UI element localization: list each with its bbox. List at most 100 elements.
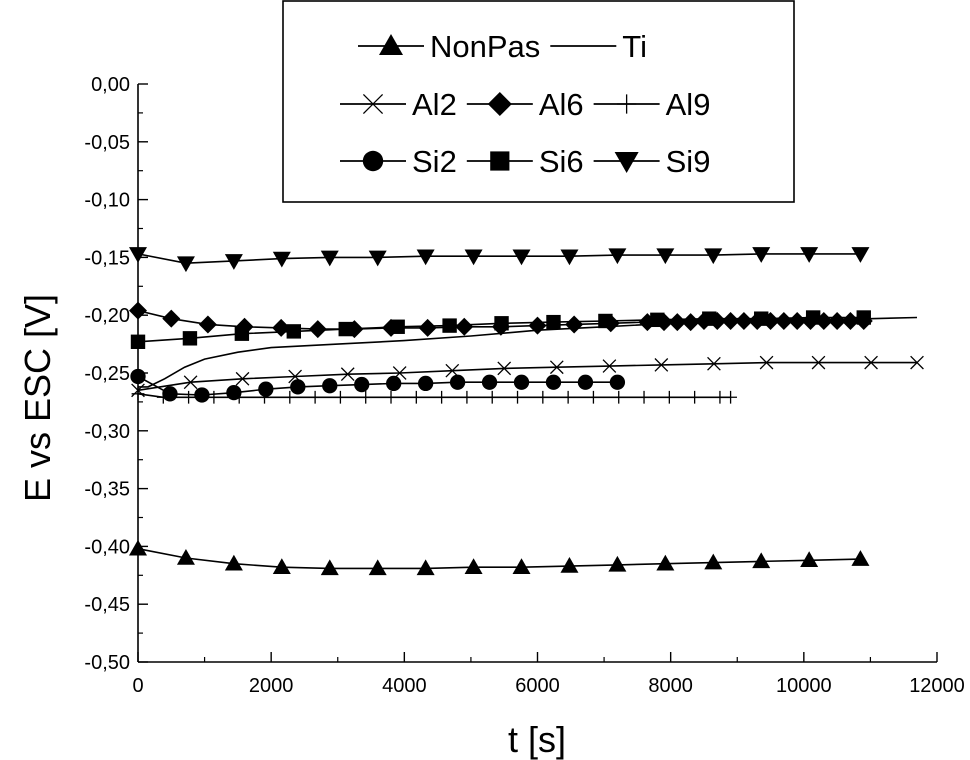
data-point-al9 bbox=[283, 390, 297, 404]
y-tick-label: 0,00 bbox=[91, 74, 130, 96]
data-point-nonpas bbox=[752, 552, 771, 569]
data-point-al6 bbox=[565, 315, 584, 334]
legend-item-al2: Al2 bbox=[340, 87, 457, 122]
data-point-al6 bbox=[308, 320, 327, 339]
data-point-al2 bbox=[910, 355, 924, 370]
x-tick-label: 8000 bbox=[648, 675, 693, 697]
legend-item-al6: Al6 bbox=[466, 87, 584, 122]
data-point-al9 bbox=[587, 390, 600, 404]
series-line-si9 bbox=[137, 253, 861, 265]
data-point-al6 bbox=[129, 301, 147, 320]
data-point-si9 bbox=[176, 256, 195, 273]
series-al9 bbox=[131, 387, 737, 404]
legend-label-al9: Al9 bbox=[666, 87, 711, 122]
data-point-al6 bbox=[418, 318, 437, 337]
legend-item-si9: Si9 bbox=[593, 144, 711, 179]
series-si2 bbox=[130, 368, 626, 403]
data-point-nonpas bbox=[416, 559, 435, 576]
data-point-nonpas bbox=[272, 558, 291, 574]
data-point-si6 bbox=[234, 326, 250, 341]
data-point-si9 bbox=[464, 249, 483, 266]
legend-item-si6: Si6 bbox=[466, 144, 584, 179]
data-point-nonpas bbox=[464, 558, 483, 574]
data-point-al2 bbox=[549, 360, 564, 375]
data-point-nonpas bbox=[851, 550, 870, 566]
data-point-al2 bbox=[864, 355, 878, 370]
data-point-al9 bbox=[435, 390, 449, 404]
data-point-si2 bbox=[577, 374, 594, 390]
data-point-si9 bbox=[512, 249, 531, 266]
data-point-si9 bbox=[368, 250, 387, 267]
data-point-nonpas bbox=[129, 539, 147, 556]
data-point-si9 bbox=[272, 251, 291, 268]
data-point-si9 bbox=[656, 248, 675, 265]
data-point-al6 bbox=[681, 313, 700, 332]
legend-marker-al2 bbox=[362, 93, 384, 115]
data-point-nonpas bbox=[656, 554, 675, 571]
data-point-si2 bbox=[609, 374, 626, 390]
y-tick-label: -0,50 bbox=[84, 652, 130, 674]
data-point-si6 bbox=[754, 311, 769, 326]
data-point-si6 bbox=[805, 310, 821, 325]
data-point-al9 bbox=[409, 390, 423, 404]
data-point-al6 bbox=[788, 311, 807, 330]
x-tick-label: 0 bbox=[132, 675, 143, 697]
data-point-si2 bbox=[417, 375, 434, 392]
data-point-si2 bbox=[449, 374, 466, 390]
data-point-al9 bbox=[612, 390, 626, 404]
data-point-si2 bbox=[290, 379, 306, 395]
data-point-al6 bbox=[721, 311, 740, 330]
data-point-si2 bbox=[545, 374, 562, 390]
data-point-al2 bbox=[759, 355, 774, 370]
data-point-si2 bbox=[513, 374, 530, 390]
data-point-si6 bbox=[390, 319, 405, 334]
data-point-si2 bbox=[130, 368, 146, 385]
series-si9 bbox=[129, 247, 870, 273]
data-point-si2 bbox=[322, 378, 338, 394]
y-tick-label: -0,40 bbox=[84, 536, 130, 558]
x-tick-label: 10000 bbox=[776, 675, 832, 697]
legend-item-ti: Ti bbox=[550, 29, 647, 64]
legend-label-si6: Si6 bbox=[539, 144, 584, 179]
data-point-al9 bbox=[561, 390, 575, 404]
data-point-al2 bbox=[707, 356, 721, 371]
legend-item-al9: Al9 bbox=[593, 87, 711, 122]
series-line-nonpas bbox=[137, 547, 861, 570]
data-point-si6 bbox=[338, 321, 353, 337]
data-point-si2 bbox=[258, 381, 274, 397]
series-layer bbox=[129, 247, 924, 576]
data-point-si2 bbox=[226, 385, 242, 401]
data-point-si6 bbox=[650, 312, 665, 328]
data-point-nonpas bbox=[176, 548, 195, 565]
legend-label-al2: Al2 bbox=[412, 87, 457, 122]
data-point-si9 bbox=[608, 248, 627, 265]
data-point-si2 bbox=[481, 374, 498, 390]
data-point-al9 bbox=[662, 390, 676, 404]
series-nonpas bbox=[129, 539, 870, 576]
y-axis-label: E vs ESC [V] bbox=[17, 294, 58, 502]
data-point-si6 bbox=[494, 316, 509, 331]
legend-label-si2: Si2 bbox=[412, 144, 457, 179]
data-point-al9 bbox=[460, 390, 474, 404]
data-point-si9 bbox=[224, 254, 243, 270]
legend-label-ti: Ti bbox=[622, 29, 647, 64]
y-tick-label: -0,15 bbox=[84, 247, 130, 269]
data-point-si9 bbox=[416, 249, 435, 266]
data-point-al2 bbox=[497, 361, 512, 376]
data-point-al9 bbox=[536, 390, 550, 404]
series-si6 bbox=[130, 310, 871, 349]
y-tick-label: -0,45 bbox=[84, 594, 130, 616]
x-tick-label: 4000 bbox=[382, 675, 427, 697]
legend: NonPas Ti Al2 Al6 Al9 Si2 Si6 Si9 bbox=[282, 0, 795, 203]
data-point-al2 bbox=[235, 371, 250, 386]
data-point-si6 bbox=[286, 324, 302, 339]
series-line-si2 bbox=[137, 375, 618, 396]
data-point-al9 bbox=[359, 390, 373, 404]
x-tick-label: 6000 bbox=[515, 675, 560, 697]
legend-label-nonpas: NonPas bbox=[430, 29, 540, 64]
data-point-si9 bbox=[320, 250, 339, 267]
data-point-al6 bbox=[162, 309, 181, 328]
legend-label-si9: Si9 bbox=[666, 144, 711, 179]
data-point-al6 bbox=[198, 315, 217, 334]
